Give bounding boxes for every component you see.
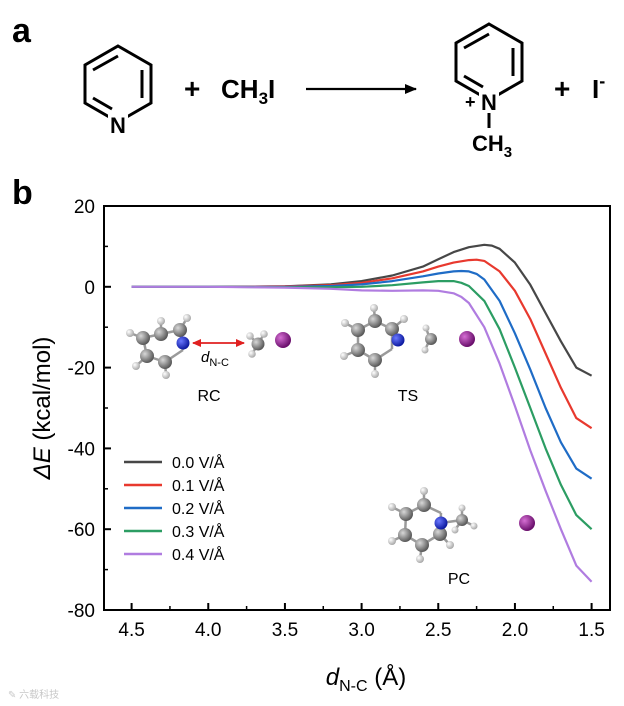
product-nitrogen: N: [481, 90, 497, 115]
energy-profile-chart: dN-C RC TS: [29, 197, 611, 695]
pyridine-n-mask: [108, 113, 128, 135]
y-tick-label: -20: [68, 359, 95, 380]
x-tick-label: 3.0: [348, 620, 374, 641]
y-tick-label: -60: [68, 520, 95, 541]
x-axis-title: dN-C (Å): [326, 663, 406, 695]
pyridine-structure: [83, 44, 153, 124]
x-tick-label: 2.5: [425, 620, 451, 641]
x-tick-label: 4.0: [195, 620, 221, 641]
axes-layer: 4.5 4.0 3.5 3.0 2.5 2.0 1.5 20 0 -20 -40 -60 -80: [68, 197, 611, 641]
iodide-ion: I-: [592, 71, 605, 104]
methyl-iodide-formula: CH3I: [221, 74, 275, 108]
series-line-4: [131, 285, 593, 583]
x-tick-label: 3.5: [272, 620, 298, 641]
y-axis-title: ΔE (kcal/mol): [29, 337, 56, 481]
pyridine-nitrogen: N: [110, 113, 126, 138]
positive-charge: +: [465, 92, 476, 112]
rc-molecule: dN-C RC: [126, 314, 291, 405]
legend: 0.0 V/Å 0.1 V/Å 0.2 V/Å 0.3 V/Å 0.4 V/Å: [124, 453, 225, 564]
y-tick-label: -40: [68, 439, 95, 460]
panel-b-label: b: [12, 174, 33, 212]
product-methyl: CH3: [472, 131, 512, 161]
legend-label: 0.4 V/Å: [172, 545, 225, 564]
legend-label: 0.3 V/Å: [172, 522, 225, 541]
plus-sign-2: +: [554, 73, 570, 104]
pc-molecule: PC: [388, 487, 535, 588]
plus-sign-1: +: [184, 73, 200, 104]
series-line-2: [131, 269, 593, 480]
ts-molecule: TS: [340, 304, 475, 405]
x-tick-label: 1.5: [578, 620, 604, 641]
ts-label: TS: [398, 388, 418, 405]
y-tick-label: -80: [68, 601, 95, 622]
y-tick-label: 0: [84, 278, 95, 299]
panel-a-label: a: [12, 12, 32, 50]
pc-label: PC: [448, 571, 470, 588]
x-tick-label: 2.0: [502, 620, 528, 641]
product-n-mask: [479, 91, 499, 113]
watermark: ✎ 六载科技: [8, 690, 60, 701]
x-tick-label: 4.5: [118, 620, 144, 641]
dnc-annotation: dN-C: [201, 349, 229, 369]
y-tick-label: 20: [74, 197, 95, 218]
legend-label: 0.2 V/Å: [172, 499, 225, 518]
panel-a: a N + CH3I N + CH3 + I-: [12, 12, 605, 161]
rc-label: RC: [197, 388, 220, 405]
legend-label: 0.0 V/Å: [172, 453, 225, 472]
series-layer: [131, 243, 593, 583]
series-line-3: [131, 280, 593, 531]
legend-label: 0.1 V/Å: [172, 476, 225, 495]
